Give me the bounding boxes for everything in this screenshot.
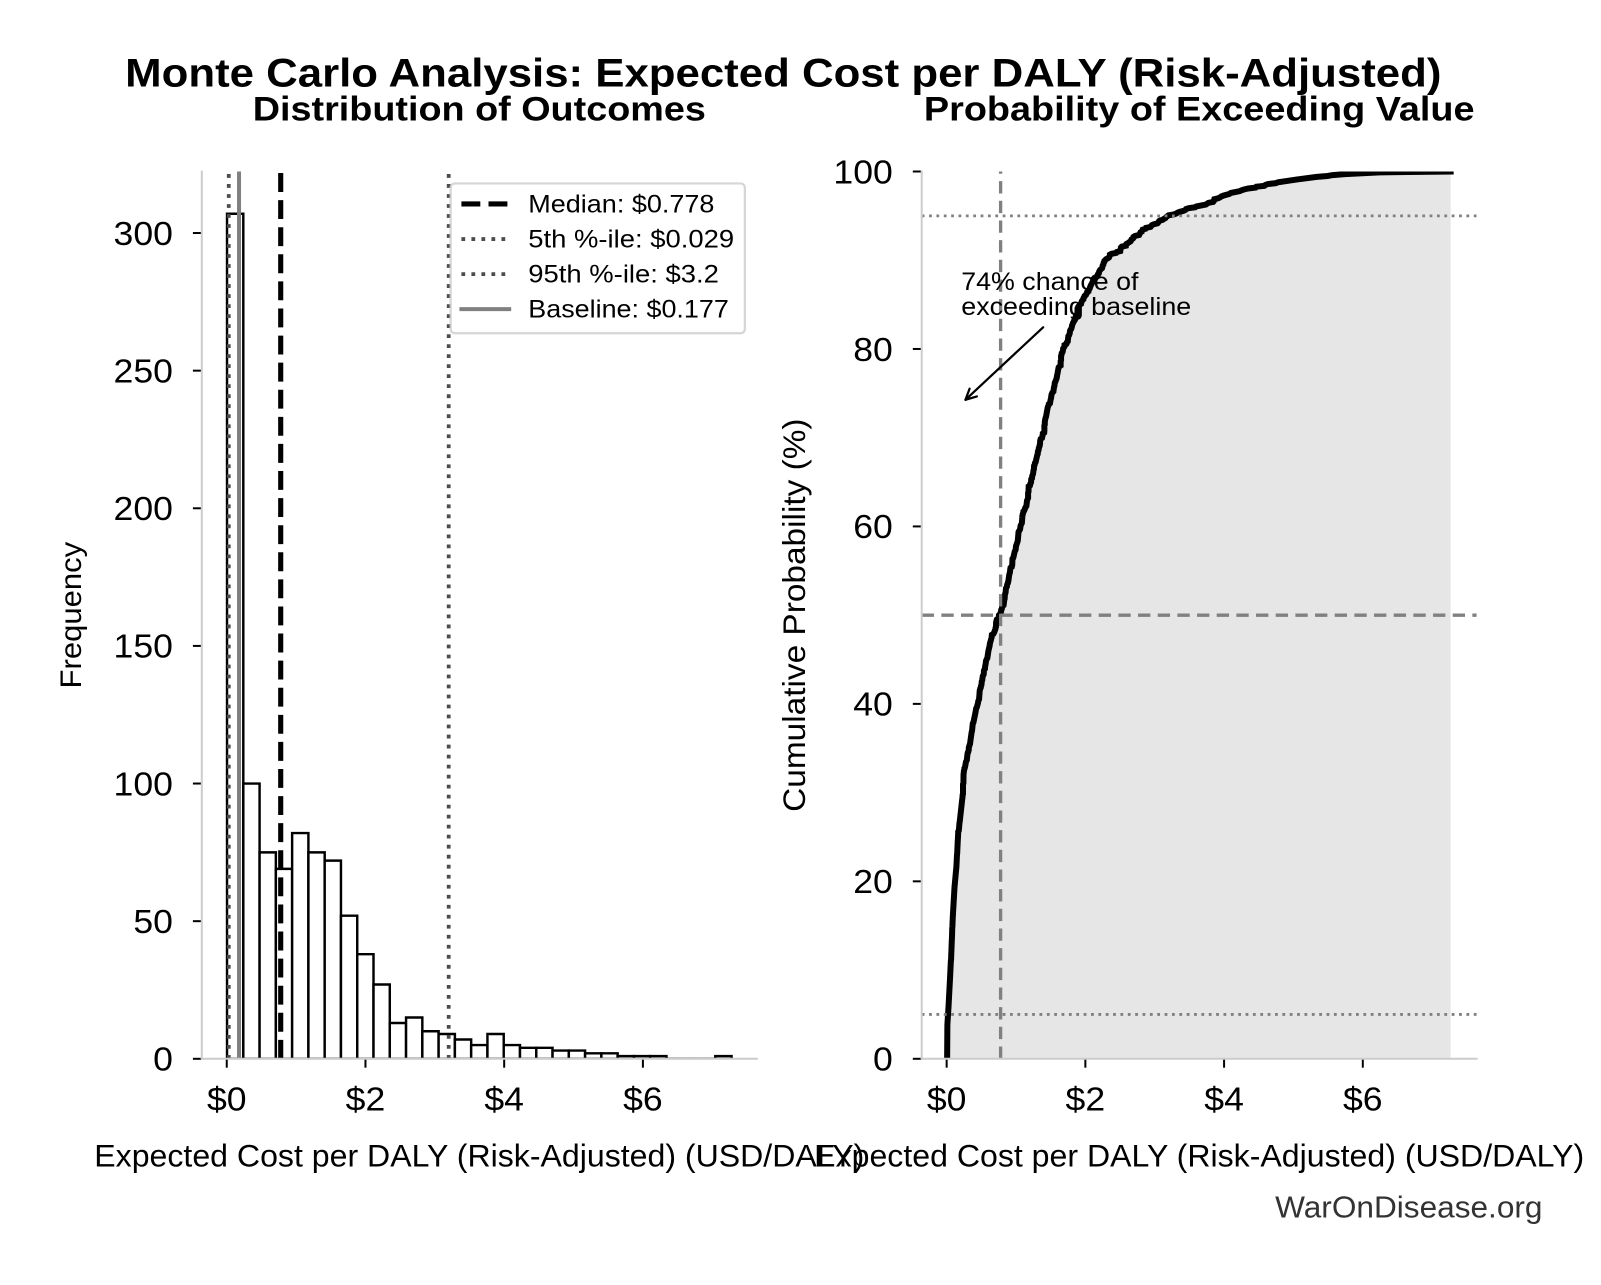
svg-text:$0: $0 <box>207 1080 247 1117</box>
svg-text:50: 50 <box>133 903 173 940</box>
svg-text:80: 80 <box>853 331 893 368</box>
svg-text:300: 300 <box>114 215 173 252</box>
svg-text:0: 0 <box>873 1041 893 1078</box>
svg-text:0: 0 <box>153 1041 173 1078</box>
svg-text:5th %-ile: $0.029: 5th %-ile: $0.029 <box>528 225 734 253</box>
svg-text:Monte Carlo Analysis: Expected: Monte Carlo Analysis: Expected Cost per … <box>125 52 1441 96</box>
svg-text:$6: $6 <box>1343 1080 1383 1117</box>
svg-text:exceeding baseline: exceeding baseline <box>961 293 1191 321</box>
svg-text:Expected Cost per DALY (Risk-A: Expected Cost per DALY (Risk-Adjusted) (… <box>814 1137 1584 1173</box>
svg-text:150: 150 <box>114 628 173 665</box>
svg-text:$6: $6 <box>623 1080 663 1117</box>
svg-text:$0: $0 <box>927 1080 967 1117</box>
svg-text:Cumulative Probability (%): Cumulative Probability (%) <box>777 418 812 811</box>
svg-text:Probability of Exceeding Value: Probability of Exceeding Value <box>924 91 1475 129</box>
svg-text:Distribution of Outcomes: Distribution of Outcomes <box>253 91 706 129</box>
svg-text:$4: $4 <box>484 1080 524 1117</box>
svg-text:250: 250 <box>114 352 173 389</box>
svg-text:20: 20 <box>853 863 893 900</box>
svg-text:74% chance of: 74% chance of <box>961 268 1139 296</box>
svg-text:WarOnDisease.org: WarOnDisease.org <box>1275 1190 1542 1224</box>
svg-text:100: 100 <box>833 153 892 190</box>
svg-text:40: 40 <box>853 686 893 723</box>
svg-text:$2: $2 <box>1066 1080 1106 1117</box>
svg-text:Expected Cost per DALY (Risk-A: Expected Cost per DALY (Risk-Adjusted) (… <box>94 1137 864 1173</box>
svg-text:$4: $4 <box>1204 1080 1244 1117</box>
svg-text:200: 200 <box>114 490 173 527</box>
svg-text:100: 100 <box>114 765 173 802</box>
svg-text:Median: $0.778: Median: $0.778 <box>528 190 714 218</box>
svg-text:$2: $2 <box>346 1080 386 1117</box>
svg-text:60: 60 <box>853 508 893 545</box>
svg-text:Baseline: $0.177: Baseline: $0.177 <box>528 296 729 324</box>
svg-text:Frequency: Frequency <box>55 542 88 689</box>
svg-text:95th %-ile: $3.2: 95th %-ile: $3.2 <box>528 260 719 288</box>
